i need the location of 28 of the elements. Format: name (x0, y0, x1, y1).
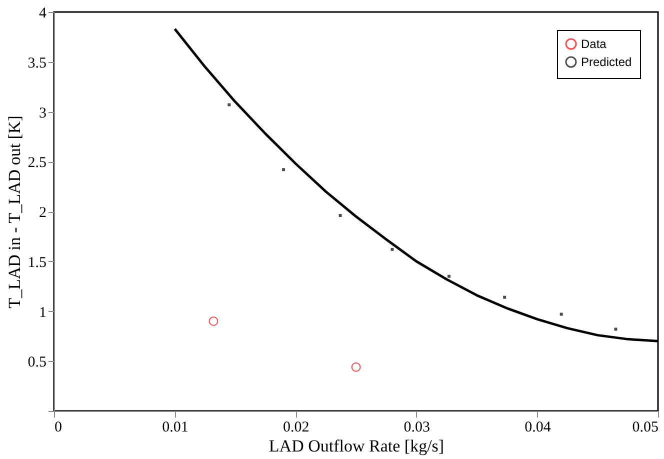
y-tick-label: 2 (39, 205, 46, 221)
y-tick-label: 4 (39, 6, 47, 22)
legend-label: Predicted (581, 55, 632, 69)
y-tick-label: 3.5 (28, 55, 46, 72)
x-tick-label: 0.01 (162, 420, 188, 436)
x-tick-label: 0.05 (632, 420, 658, 436)
point (390, 248, 394, 251)
point (351, 362, 361, 372)
y-tick-label: 0.5 (28, 354, 46, 371)
legend-label: Data (581, 37, 607, 51)
y-tick-label: 2.5 (28, 155, 46, 172)
point (503, 296, 506, 299)
x-axis-title: LAD Outflow Rate [kg/s] (268, 436, 444, 456)
x-tick-label: 0 (54, 420, 62, 436)
point (208, 316, 218, 326)
point (560, 312, 563, 316)
point (448, 274, 451, 278)
point (228, 103, 231, 106)
y-axis-title: T_LAD in - T_LAD out [K] (4, 116, 24, 308)
x-tick-label: 0.03 (404, 420, 430, 436)
x-tick-label: 0.02 (282, 420, 310, 436)
x-tick-label: 0.04 (524, 420, 552, 436)
point (282, 168, 286, 172)
y-tick-label: 3 (39, 105, 46, 122)
point (614, 328, 618, 331)
y-tick-label: 1.5 (28, 254, 46, 271)
y-tick-label: 1 (39, 304, 46, 321)
point (338, 214, 342, 217)
